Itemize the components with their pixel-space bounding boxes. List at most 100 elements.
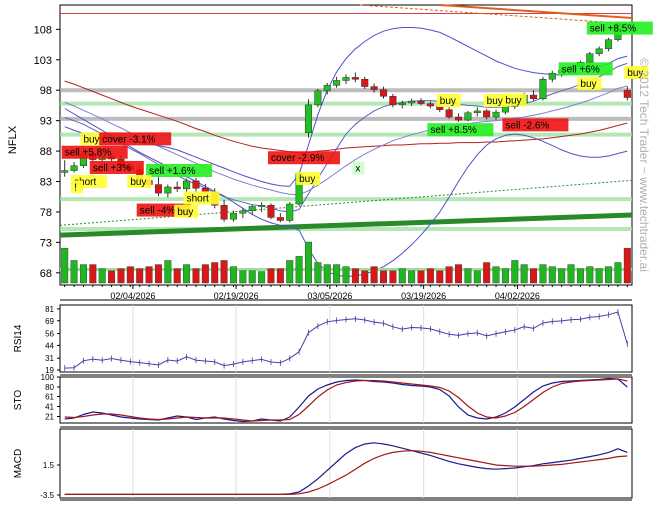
volume-bar bbox=[474, 271, 481, 283]
volume-bar bbox=[127, 267, 134, 283]
signal-label: buy bbox=[83, 134, 99, 145]
candle-body bbox=[183, 181, 190, 189]
signal-label: buy bbox=[580, 79, 596, 90]
signal-label: sell +5.8% bbox=[65, 148, 112, 159]
volume-bar bbox=[99, 269, 106, 283]
signal-label: sell +8.5% bbox=[590, 24, 637, 35]
candle-body bbox=[268, 205, 275, 217]
volume-bar bbox=[202, 265, 209, 283]
volume-bar bbox=[399, 269, 406, 283]
candle-body bbox=[286, 204, 293, 220]
price-ytick-label: 68 bbox=[40, 268, 52, 280]
candle-body bbox=[399, 103, 406, 105]
candle-body bbox=[155, 185, 162, 194]
volume-bar bbox=[268, 269, 275, 283]
date-label: 03/05/2026 bbox=[307, 291, 352, 301]
candle-body bbox=[240, 211, 247, 213]
volume-bar bbox=[605, 267, 612, 283]
signal-label: sell +8.5% bbox=[430, 125, 477, 136]
volume-bar bbox=[118, 269, 125, 283]
candle-body bbox=[455, 117, 462, 120]
volume-bar bbox=[512, 260, 519, 283]
rsi-ytick-label: 69 bbox=[45, 317, 54, 326]
rsi-ytick-label: 56 bbox=[45, 330, 54, 339]
candle-body bbox=[427, 104, 434, 106]
signal-label: ! bbox=[74, 182, 77, 193]
volume-bar bbox=[333, 265, 340, 283]
volume-bar bbox=[558, 269, 565, 283]
date-label: 02/04/2026 bbox=[110, 291, 155, 301]
volume-bar bbox=[596, 269, 603, 283]
volume-bar bbox=[436, 271, 443, 283]
volume-bar bbox=[446, 267, 453, 283]
candle-body bbox=[605, 40, 612, 49]
volume-bar bbox=[249, 271, 256, 283]
price-ytick-label: 88 bbox=[40, 146, 52, 158]
volume-bar bbox=[540, 265, 547, 283]
volume-bar bbox=[324, 265, 331, 283]
price-ytick-label: 83 bbox=[40, 177, 52, 189]
sto-ytick-label: 41 bbox=[45, 403, 54, 412]
candle-body bbox=[418, 101, 425, 103]
volume-bar bbox=[136, 269, 143, 283]
price-ytick-label: 73 bbox=[40, 237, 52, 249]
candle-body bbox=[596, 49, 603, 54]
signal-label: buy bbox=[440, 96, 456, 107]
candle-body bbox=[380, 90, 387, 97]
volume-bar bbox=[427, 269, 434, 283]
signal-label: cover -3.1% bbox=[102, 134, 155, 145]
sto-ytick-label: 21 bbox=[45, 413, 54, 422]
candle-body bbox=[446, 110, 453, 117]
volume-bar bbox=[587, 267, 594, 283]
volume-bar bbox=[465, 269, 472, 283]
candle-body bbox=[587, 54, 594, 63]
volume-bar bbox=[408, 271, 415, 283]
candle-body bbox=[324, 85, 331, 90]
candle-body bbox=[333, 80, 340, 85]
volume-bar bbox=[380, 271, 387, 283]
volume-bar bbox=[183, 265, 190, 283]
candle-body bbox=[549, 73, 556, 79]
sto-ytick-label: 80 bbox=[45, 383, 54, 392]
volume-bar bbox=[211, 263, 218, 284]
volume-bar bbox=[530, 269, 537, 283]
volume-bar bbox=[258, 272, 265, 283]
volume-bar bbox=[568, 265, 575, 283]
price-ytick-label: 98 bbox=[40, 85, 52, 97]
candle-body bbox=[230, 213, 237, 219]
candle-body bbox=[352, 77, 359, 79]
volume-bar bbox=[418, 271, 425, 283]
candle-body bbox=[193, 181, 200, 188]
signal-label: buy bbox=[130, 177, 146, 188]
signal-label: buy bbox=[505, 95, 521, 106]
candle-body bbox=[343, 77, 350, 80]
candle-body bbox=[361, 79, 368, 86]
volume-bar bbox=[305, 242, 312, 283]
macd-ytick-label: -3.5 bbox=[40, 491, 54, 500]
candle-body bbox=[624, 90, 631, 97]
signal-label: sell +3% bbox=[93, 163, 131, 174]
volume-bar bbox=[165, 260, 172, 283]
date-label: 02/19/2026 bbox=[214, 291, 259, 301]
volume-bar bbox=[286, 260, 293, 283]
volume-bar bbox=[221, 260, 228, 283]
sto-ytick-label: 100 bbox=[41, 373, 55, 382]
signal-label: sell -2.6% bbox=[505, 120, 549, 131]
candle-body bbox=[540, 79, 547, 98]
candle-body bbox=[502, 107, 509, 112]
candle-body bbox=[174, 187, 181, 189]
volume-bar bbox=[577, 269, 584, 283]
volume-bar bbox=[483, 263, 490, 284]
macd-ytick-label: 1.5 bbox=[43, 461, 55, 470]
volume-bar bbox=[71, 260, 78, 283]
volume-bar bbox=[108, 271, 115, 283]
signal-label: sell +6% bbox=[562, 64, 600, 75]
signal-label: buy bbox=[487, 96, 503, 107]
signal-label-box bbox=[71, 180, 83, 193]
candle-body bbox=[249, 206, 256, 210]
candle-body bbox=[277, 217, 284, 220]
volume-bar bbox=[146, 267, 153, 283]
